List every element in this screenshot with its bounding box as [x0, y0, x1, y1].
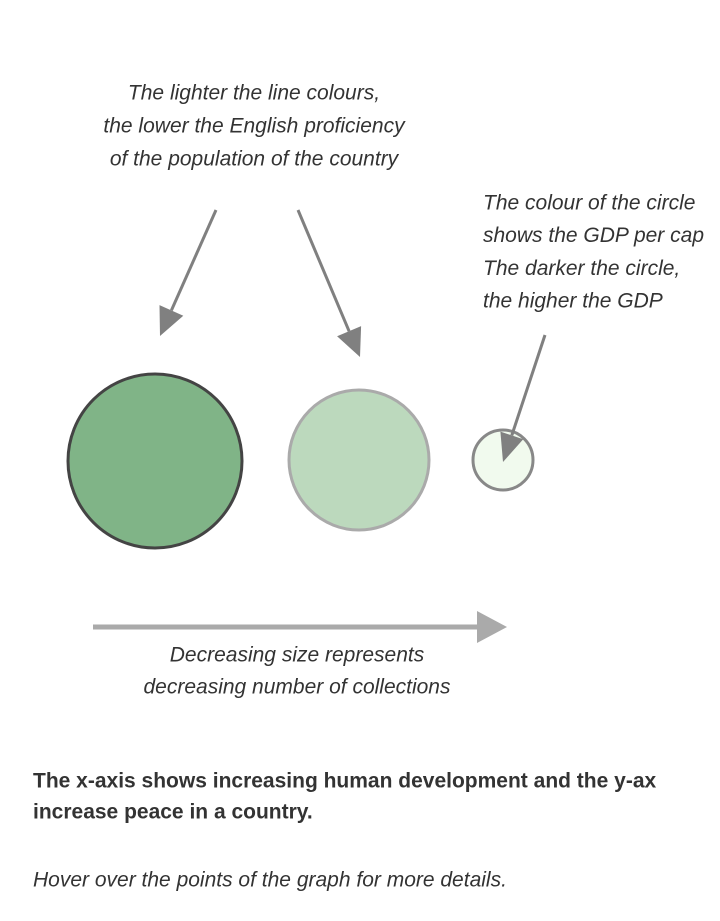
size-note: decreasing number of collections [143, 676, 451, 699]
proficiency-note: The lighter the line colours, [128, 82, 380, 105]
gdp-note: The darker the circle, [483, 257, 680, 280]
arrow-head [500, 431, 524, 462]
gdp-note: the higher the GDP [483, 290, 663, 313]
arrow-head [159, 305, 184, 336]
proficiency-note: of the population of the country [110, 148, 400, 171]
arrow [296, 209, 351, 332]
description: The x-axis shows increasing human develo… [33, 770, 656, 793]
size-note: Decreasing size represents [170, 644, 425, 667]
arrow [510, 334, 547, 436]
arrow-head [337, 326, 362, 357]
medium-circle [287, 388, 431, 532]
large-circle [66, 372, 244, 550]
gdp-note: The colour of the circle [483, 192, 695, 215]
arrow [170, 209, 218, 312]
hint: Hover over the points of the graph for m… [33, 869, 507, 892]
proficiency-note: the lower the English proficiency [103, 115, 406, 138]
arrow-head [477, 611, 507, 643]
description: increase peace in a country. [33, 801, 313, 824]
gdp-note: shows the GDP per cap [483, 224, 704, 247]
